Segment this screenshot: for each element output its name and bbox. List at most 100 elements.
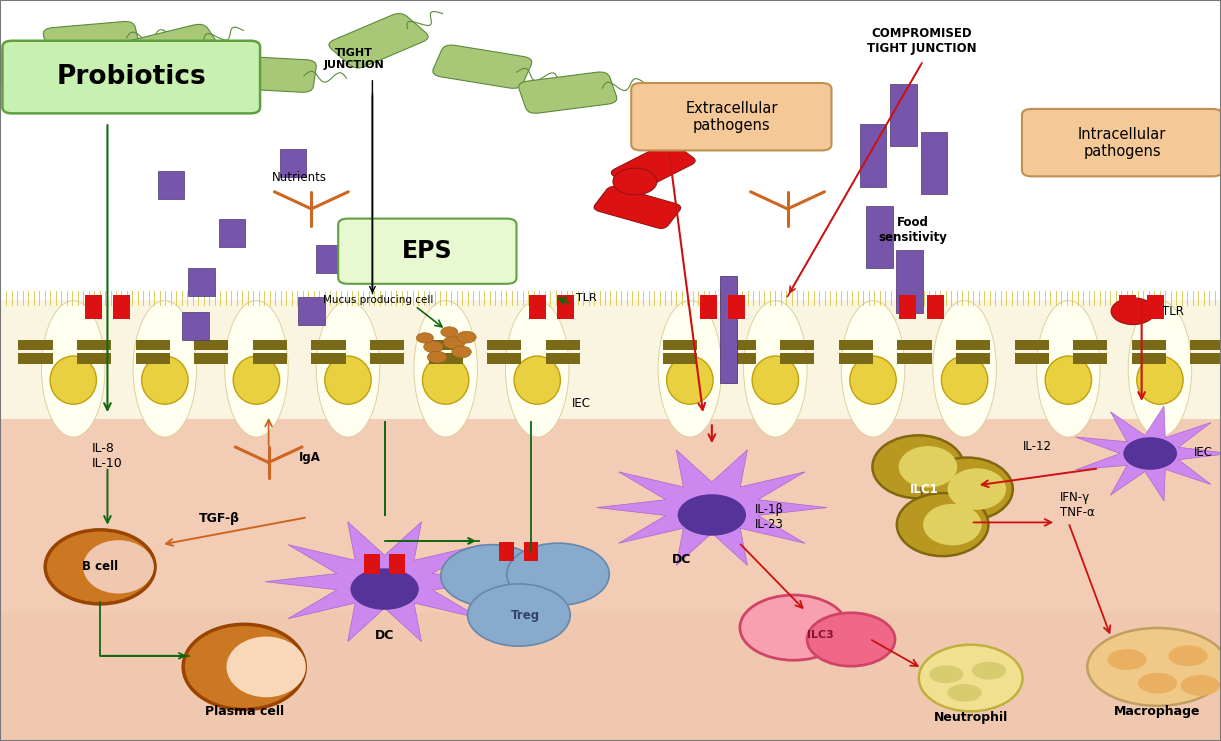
Circle shape <box>507 543 609 605</box>
Polygon shape <box>1076 406 1221 501</box>
Ellipse shape <box>514 356 560 405</box>
Text: COMPROMISED
TIGHT JUNCTION: COMPROMISED TIGHT JUNCTION <box>867 27 977 55</box>
Circle shape <box>678 494 746 536</box>
Bar <box>280 149 306 177</box>
Ellipse shape <box>1045 356 1092 405</box>
Text: Intracellular
pathogens: Intracellular pathogens <box>1078 127 1166 159</box>
Circle shape <box>1123 437 1177 470</box>
Bar <box>900 295 917 319</box>
Circle shape <box>740 595 847 660</box>
Bar <box>18 353 53 364</box>
Circle shape <box>452 346 471 358</box>
Bar <box>0 383 1221 741</box>
FancyBboxPatch shape <box>657 100 740 130</box>
Bar <box>18 340 53 350</box>
Bar <box>429 340 463 350</box>
Text: Mucus producing cell: Mucus producing cell <box>324 295 433 305</box>
Bar <box>928 295 945 319</box>
Bar <box>85 295 103 319</box>
Bar <box>364 554 380 574</box>
Bar <box>182 312 209 340</box>
Bar <box>524 542 538 561</box>
Bar <box>1015 340 1049 350</box>
Polygon shape <box>597 450 827 565</box>
Text: TGF-β: TGF-β <box>199 512 241 525</box>
Bar <box>194 340 228 350</box>
Bar <box>897 353 932 364</box>
Bar <box>839 340 873 350</box>
Ellipse shape <box>414 301 477 437</box>
Bar <box>253 353 287 364</box>
Bar <box>663 340 697 350</box>
Bar <box>1015 353 1049 364</box>
Bar <box>188 268 215 296</box>
Bar <box>499 542 514 561</box>
Bar <box>487 340 521 350</box>
Bar <box>728 295 745 319</box>
FancyBboxPatch shape <box>519 72 617 113</box>
Bar <box>0 419 1221 612</box>
Bar <box>1148 295 1165 319</box>
Bar <box>370 353 404 364</box>
Text: IEC: IEC <box>571 397 591 411</box>
Bar <box>370 340 404 350</box>
Ellipse shape <box>227 637 305 697</box>
Ellipse shape <box>850 356 896 405</box>
Ellipse shape <box>422 356 469 405</box>
Polygon shape <box>265 522 504 642</box>
Text: IL-12: IL-12 <box>1023 439 1053 453</box>
Ellipse shape <box>225 301 288 437</box>
Bar <box>77 340 111 350</box>
FancyBboxPatch shape <box>338 219 516 284</box>
Ellipse shape <box>42 301 105 437</box>
Bar <box>1190 340 1221 350</box>
Circle shape <box>441 327 458 337</box>
Ellipse shape <box>1037 301 1100 437</box>
Text: DC: DC <box>672 553 691 566</box>
Bar <box>546 340 580 350</box>
Text: Plasma cell: Plasma cell <box>205 705 283 718</box>
Text: TIGHT
JUNCTION: TIGHT JUNCTION <box>324 48 385 70</box>
Bar <box>1073 340 1107 350</box>
Ellipse shape <box>899 446 957 488</box>
FancyBboxPatch shape <box>328 13 429 68</box>
Bar <box>311 353 346 364</box>
Bar <box>663 353 697 364</box>
FancyBboxPatch shape <box>631 83 832 150</box>
Bar <box>429 353 463 364</box>
Bar <box>956 340 990 350</box>
Text: IL-1β
IL-23: IL-1β IL-23 <box>755 503 784 531</box>
Bar <box>890 84 917 146</box>
Ellipse shape <box>316 301 380 437</box>
Bar <box>1190 353 1221 364</box>
Circle shape <box>443 336 465 349</box>
Bar <box>701 295 718 319</box>
Ellipse shape <box>183 624 305 710</box>
Bar <box>1132 353 1166 364</box>
Bar <box>158 171 184 199</box>
Text: DC: DC <box>375 629 394 642</box>
Bar <box>897 340 932 350</box>
Bar <box>194 353 228 364</box>
Circle shape <box>441 545 543 607</box>
Ellipse shape <box>919 645 1023 711</box>
Text: IL-8
IL-10: IL-8 IL-10 <box>92 442 122 470</box>
Bar <box>780 340 814 350</box>
Ellipse shape <box>133 301 197 437</box>
Bar <box>956 353 990 364</box>
Circle shape <box>1111 298 1155 325</box>
Ellipse shape <box>947 468 1006 510</box>
Ellipse shape <box>921 457 1013 520</box>
Circle shape <box>350 568 419 610</box>
FancyBboxPatch shape <box>612 142 695 191</box>
Ellipse shape <box>142 356 188 405</box>
Ellipse shape <box>1138 673 1177 694</box>
FancyBboxPatch shape <box>0 51 81 97</box>
Text: Probiotics: Probiotics <box>57 64 206 90</box>
FancyBboxPatch shape <box>2 41 260 113</box>
Text: IFN-γ
TNF-α: IFN-γ TNF-α <box>1060 491 1094 519</box>
Circle shape <box>807 613 895 666</box>
Ellipse shape <box>941 356 988 405</box>
Ellipse shape <box>744 301 807 437</box>
Ellipse shape <box>233 356 280 405</box>
